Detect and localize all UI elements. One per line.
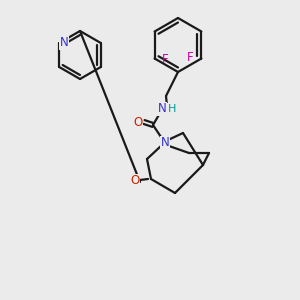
Text: F: F: [187, 51, 194, 64]
Text: F: F: [162, 53, 169, 66]
Text: H: H: [168, 104, 176, 114]
Text: N: N: [158, 103, 166, 116]
Text: N: N: [160, 136, 169, 149]
Text: O: O: [130, 175, 140, 188]
Text: N: N: [60, 37, 69, 50]
Text: O: O: [134, 116, 142, 128]
